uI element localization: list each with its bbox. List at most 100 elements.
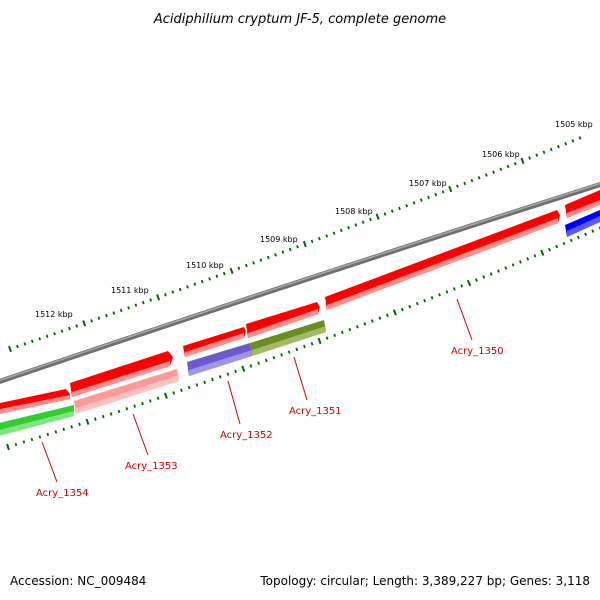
minor-tick	[38, 435, 42, 439]
minor-tick	[109, 412, 113, 416]
inner-scale-ticks	[6, 226, 600, 451]
minor-tick	[412, 201, 416, 205]
minor-tick	[405, 203, 409, 208]
major-tick	[302, 240, 307, 248]
minor-tick	[303, 344, 306, 349]
map-title: Acidiphilium cryptum JF-5, complete geno…	[153, 12, 446, 27]
minor-tick	[557, 144, 560, 149]
minor-tick	[53, 332, 56, 336]
major-tick	[6, 443, 10, 451]
minor-tick	[30, 339, 34, 344]
minor-tick	[149, 298, 153, 302]
minor-tick	[569, 238, 573, 243]
minor-tick	[339, 228, 343, 233]
minor-tick	[506, 164, 510, 169]
forward-strand-genes	[0, 190, 600, 414]
minor-tick	[318, 236, 321, 241]
minor-tick	[75, 324, 79, 328]
minor-tick	[127, 306, 130, 310]
minor-tick	[456, 184, 459, 188]
gene-label-acry-1351[interactable]: Acry_1351	[289, 406, 342, 417]
minor-tick	[203, 380, 207, 384]
kbp-label-1509: 1509 kbp	[260, 235, 298, 244]
gene-label-acry-1352[interactable]: Acry_1352	[220, 430, 273, 441]
minor-tick	[259, 258, 263, 262]
minor-tick	[112, 311, 116, 315]
minor-tick	[355, 325, 359, 329]
minor-tick	[549, 147, 553, 152]
minor-tick	[264, 358, 268, 363]
minor-tick	[513, 161, 517, 166]
minor-tick	[272, 355, 276, 360]
minor-tick	[171, 290, 175, 294]
minor-tick	[441, 190, 445, 194]
minor-tick	[200, 279, 204, 284]
minor-tick	[257, 361, 260, 365]
major-tick	[8, 345, 12, 353]
minor-tick	[347, 225, 350, 230]
minor-tick	[430, 296, 434, 300]
accession-text: Accession: NC_009484	[10, 574, 147, 588]
label-leader-lines	[41, 298, 473, 483]
minor-tick	[504, 266, 508, 270]
minor-tick	[180, 388, 183, 392]
minor-tick	[378, 316, 382, 320]
major-tick	[82, 320, 87, 327]
minor-tick	[54, 430, 58, 434]
minor-tick	[400, 307, 404, 312]
major-tick	[163, 392, 168, 399]
minor-tick	[133, 404, 136, 408]
minor-tick	[23, 342, 27, 346]
minor-tick	[325, 234, 329, 238]
minor-tick	[125, 407, 129, 411]
major-tick	[85, 418, 90, 425]
minor-tick	[134, 303, 138, 307]
major-tick	[317, 337, 322, 345]
minor-tick	[332, 231, 336, 235]
minor-tick	[218, 375, 222, 379]
minor-tick	[511, 263, 515, 267]
minor-tick	[452, 287, 456, 291]
major-tick	[229, 267, 234, 275]
minor-tick	[489, 272, 493, 276]
major-tick	[540, 249, 545, 256]
minor-tick	[369, 217, 372, 222]
minor-tick	[281, 250, 285, 254]
minor-tick	[475, 278, 478, 282]
minor-tick	[244, 263, 248, 268]
minor-tick	[60, 329, 64, 333]
reverse-strand-genes	[0, 210, 600, 436]
kbp-label-1508: 1508 kbp	[335, 207, 373, 216]
major-tick	[466, 279, 472, 287]
major-tick	[375, 213, 380, 220]
minor-tick	[434, 192, 438, 197]
minor-tick	[119, 308, 123, 313]
minor-tick	[533, 254, 537, 258]
minor-tick	[178, 287, 182, 292]
minor-tick	[101, 414, 105, 419]
gene-label-acry-1353[interactable]: Acry_1353	[125, 461, 178, 472]
minor-tick	[363, 322, 367, 326]
minor-tick	[249, 364, 253, 368]
minor-tick	[287, 350, 291, 354]
minor-tick	[438, 293, 441, 297]
minor-tick	[195, 383, 199, 387]
minor-tick	[562, 241, 566, 246]
minor-tick	[38, 337, 42, 341]
minor-tick	[78, 422, 81, 426]
minor-tick	[62, 427, 66, 432]
minor-tick	[591, 229, 595, 233]
gene-label-acry-1350[interactable]: Acry_1350	[451, 346, 504, 357]
minor-tick	[187, 385, 191, 390]
minor-tick	[548, 247, 551, 252]
minor-tick	[427, 195, 430, 200]
minor-tick	[280, 353, 283, 357]
kbp-label-1512: 1512 kbp	[35, 310, 73, 319]
gene-label-acry-1354[interactable]: Acry_1354	[36, 488, 89, 499]
minor-tick	[296, 245, 299, 249]
minor-tick	[460, 284, 464, 288]
minor-tick	[484, 173, 488, 177]
minor-tick	[492, 170, 496, 174]
major-tick	[241, 365, 246, 372]
